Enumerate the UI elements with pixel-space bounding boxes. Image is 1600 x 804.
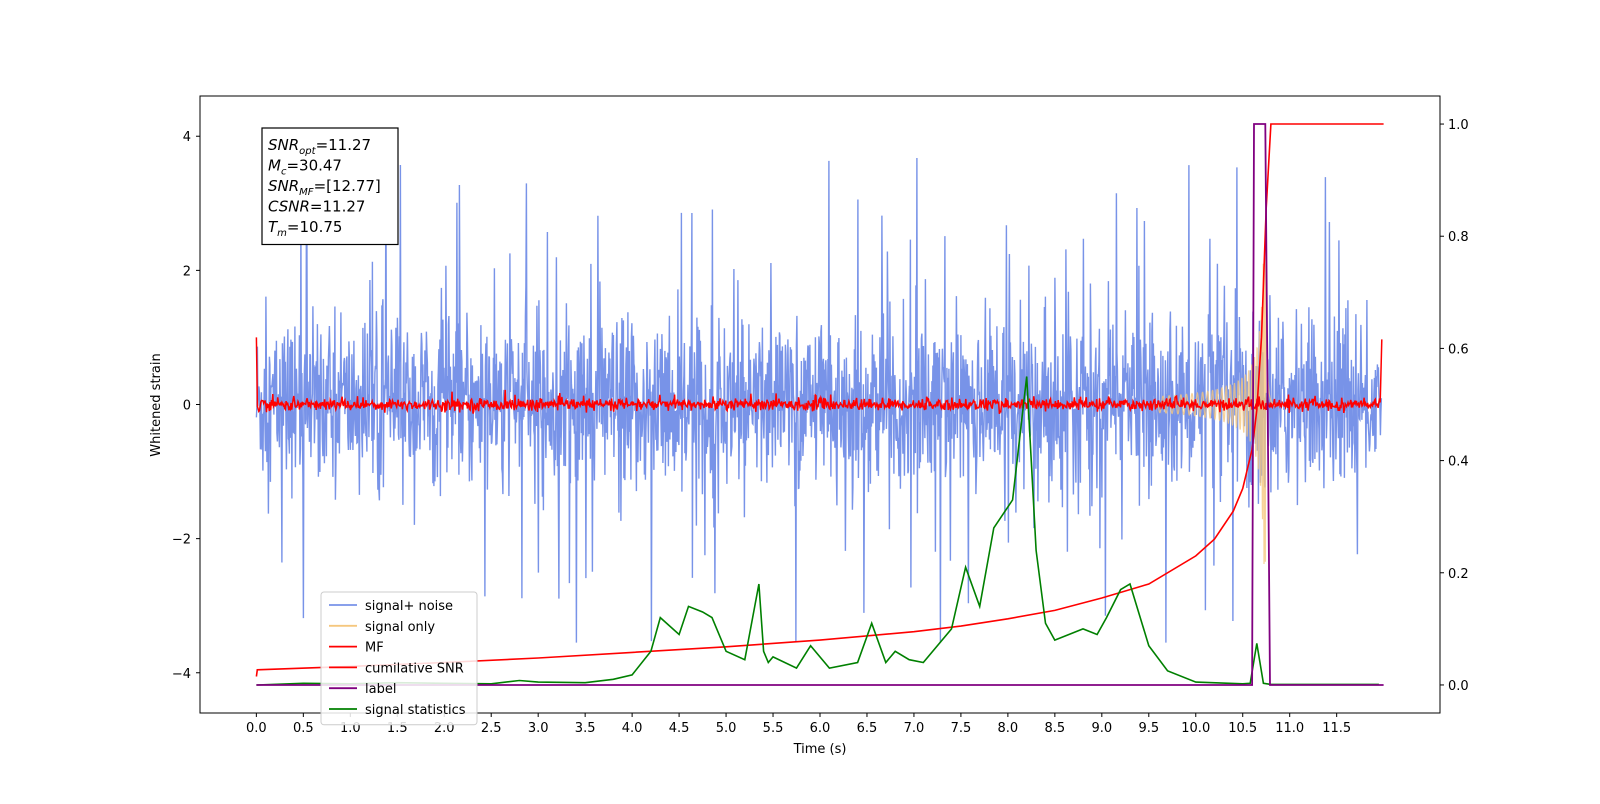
- annotation-box: SNRopt=11.27Mc=30.47SNRMF=[12.77]CSNR=11…: [261, 127, 399, 246]
- y2-tick-label: 0.8: [1448, 230, 1469, 245]
- x-tick-label: 8.0: [998, 721, 1019, 736]
- y2-tick-label: 0.4: [1448, 455, 1469, 470]
- y-axis-right: 0.0 0.2 0.4 0.6 0.8 1.0: [1440, 118, 1469, 694]
- y2-tick-label: 0.2: [1448, 567, 1469, 582]
- y2-tick-label: 0.0: [1448, 679, 1469, 694]
- series-signal-only: [1157, 248, 1276, 565]
- legend-signal-noise: signal+ noise: [329, 599, 453, 614]
- x-tick-label: 5.5: [763, 721, 784, 736]
- x-tick-label: 0.5: [293, 721, 314, 736]
- x-tick-label: 2.5: [481, 721, 502, 736]
- series-cumulative-snr: [255, 123, 1384, 677]
- x-tick-label: 10.0: [1181, 721, 1210, 736]
- x-tick-label: 6.0: [810, 721, 831, 736]
- y-tick-label: −4: [172, 667, 191, 682]
- x-tick-label: 9.5: [1138, 721, 1159, 736]
- legend-label: label: [329, 682, 396, 697]
- annotation-line: Mc=30.47: [268, 157, 342, 178]
- x-tick-label: 5.0: [716, 721, 737, 736]
- annotation-frame: [261, 127, 399, 246]
- x-axis-label: Time (s): [793, 742, 847, 757]
- x-tick-label: 8.5: [1045, 721, 1066, 736]
- x-tick-label: 11.0: [1275, 721, 1304, 736]
- legend-mf: MF: [329, 641, 384, 656]
- y-axis-label: Whitened strain: [149, 353, 164, 456]
- annotation-line: SNRopt=11.27: [268, 136, 371, 157]
- legend-signal-statistics: signal statistics: [329, 703, 466, 718]
- x-tick-label: 3.5: [575, 721, 596, 736]
- y2-tick-label: 1.0: [1448, 118, 1469, 133]
- legend-label-text: label: [365, 682, 396, 697]
- legend-signal-only: signal only: [329, 620, 435, 635]
- legend-label-text: signal+ noise: [365, 599, 453, 614]
- x-tick-label: 4.5: [669, 721, 690, 736]
- annotation-line: CSNR=11.27: [268, 198, 365, 216]
- y-tick-label: −2: [172, 533, 191, 548]
- x-tick-label: 10.5: [1228, 721, 1257, 736]
- legend: signal+ noise signal only MF cumilative SNR…: [320, 591, 478, 726]
- x-tick-label: 3.0: [528, 721, 549, 736]
- series-signal-statistics: [256, 376, 1379, 686]
- x-tick-label: 6.5: [857, 721, 878, 736]
- legend-cumulative-snr: cumilative SNR: [329, 661, 464, 676]
- series-layer: [255, 123, 1384, 686]
- x-tick-label: 7.5: [951, 721, 972, 736]
- annotation-line: Tm=10.75: [268, 218, 342, 239]
- y-tick-label: 2: [183, 264, 191, 279]
- y-tick-label: 4: [183, 130, 191, 145]
- series-label: [256, 123, 1384, 686]
- x-tick-label: 7.0: [904, 721, 925, 736]
- legend-label-text: cumilative SNR: [365, 661, 464, 676]
- legend-label-text: signal statistics: [365, 703, 466, 718]
- x-tick-label: 0.0: [246, 721, 267, 736]
- y-tick-label: 0: [183, 399, 191, 414]
- y-axis-left: −4 −2 0 2 4: [172, 130, 200, 682]
- x-tick-label: 4.0: [622, 721, 643, 736]
- x-tick-label: 9.0: [1091, 721, 1112, 736]
- legend-frame: [320, 591, 478, 726]
- series-mf: [255, 337, 1383, 415]
- x-axis: 0.0 0.5 1.0 1.5 2.0 2.5 3.0 3.5 4.0 4.5 5.0 5.5 6.0 6…: [246, 713, 1351, 736]
- legend-label-text: signal only: [365, 620, 435, 635]
- legend-label-text: MF: [365, 641, 384, 656]
- annotation-line: SNRMF=[12.77]: [268, 177, 381, 198]
- x-tick-label: 11.5: [1322, 721, 1351, 736]
- y2-tick-label: 0.6: [1448, 342, 1469, 357]
